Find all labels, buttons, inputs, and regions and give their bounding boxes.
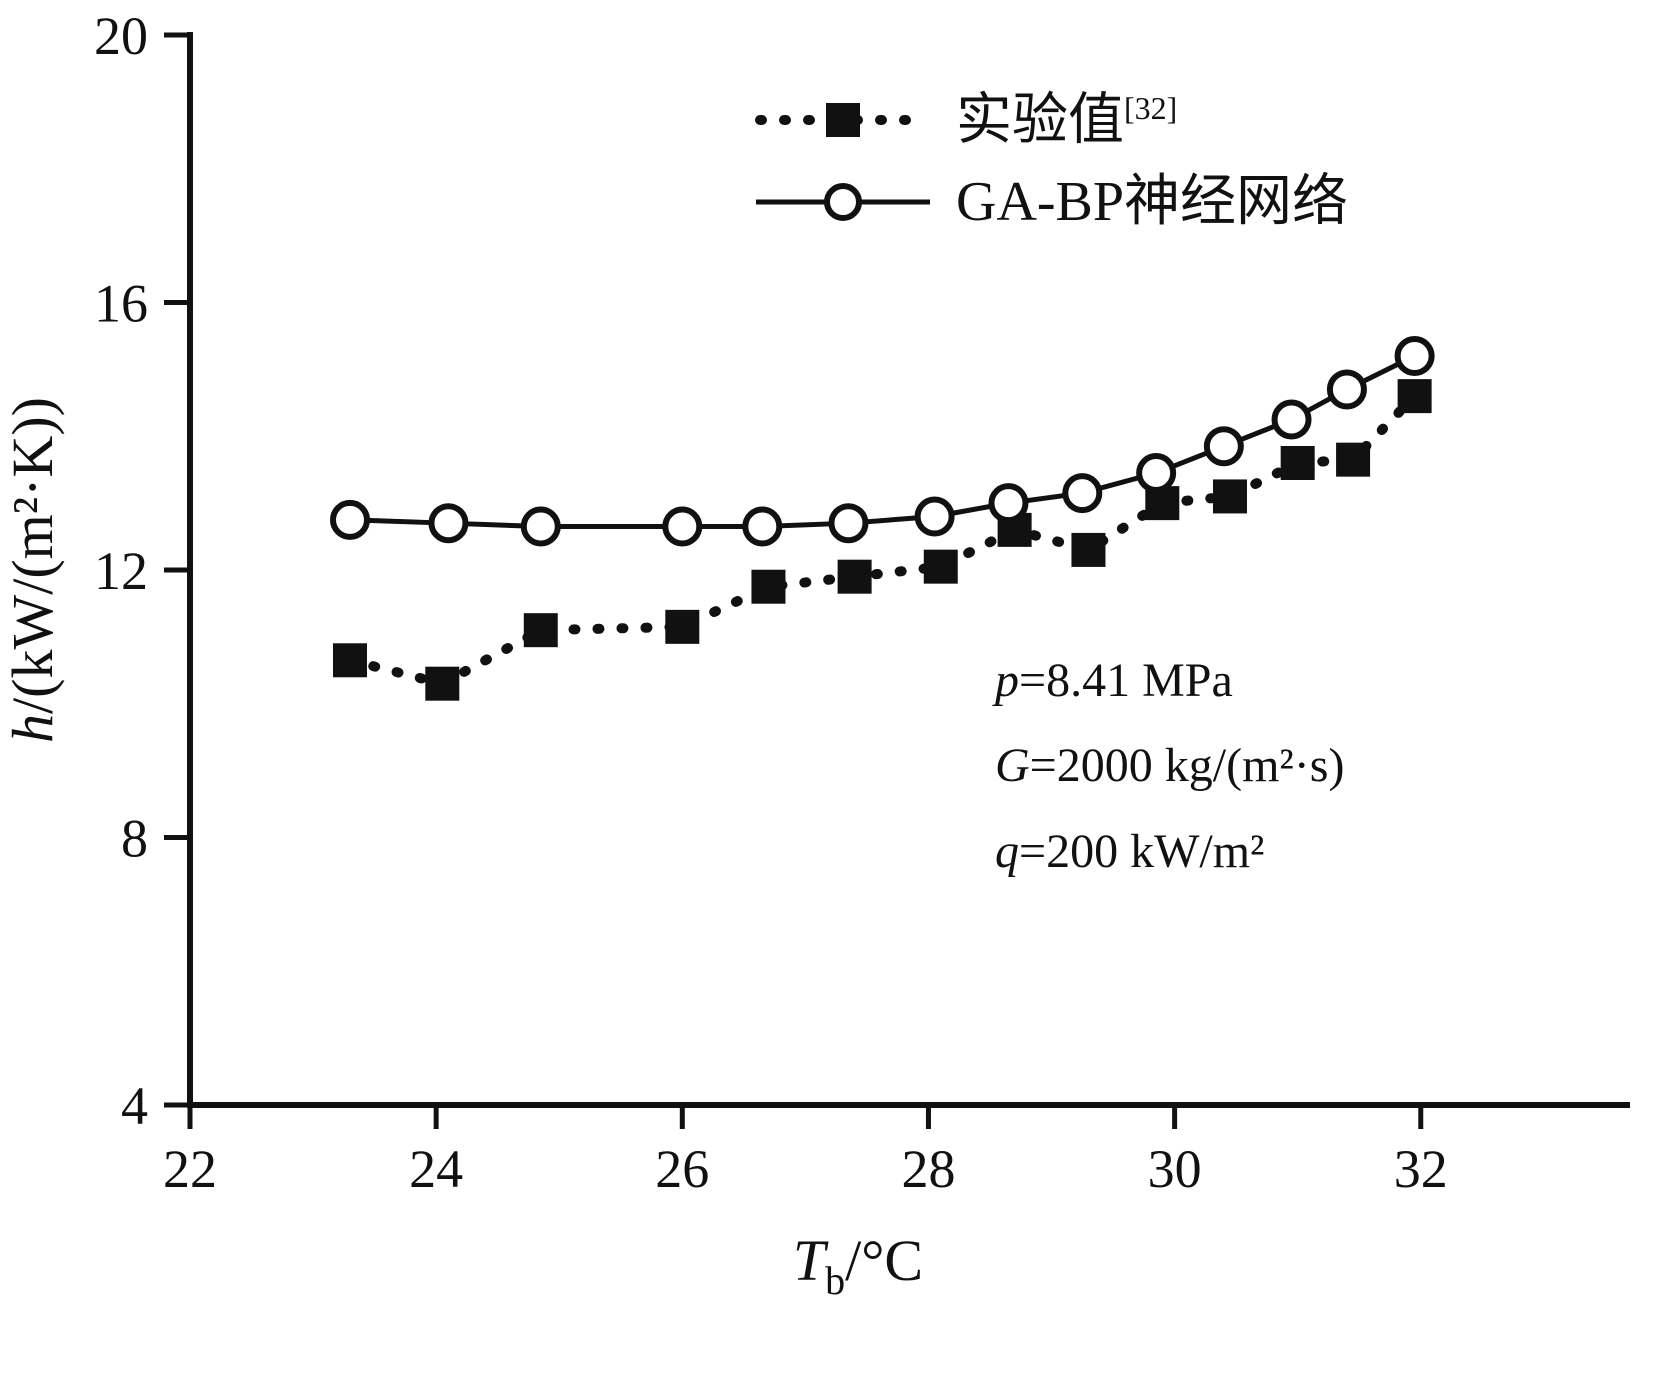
data-point-square [425,666,460,701]
data-point-circle [662,506,703,547]
data-point-circle [828,503,869,544]
data-point-circle [428,503,469,544]
data-point-square [1336,442,1371,477]
data-point-circle [1136,453,1177,494]
y-tick-label: 4 [121,1076,148,1136]
data-point-circle [1271,399,1312,440]
annotation-heat-flux-value: =200 kW/m² [1019,824,1265,878]
data-point-circle [914,496,955,537]
y-axis-title: h/(kW/(m²·K)) [0,397,65,743]
legend-label-experimental-citation: [32] [1124,89,1178,126]
legend-label-experimental: 实验值[32] [956,92,1177,149]
x-tick-label: 26 [655,1139,709,1199]
data-point-square [523,613,558,648]
data-series [330,336,1435,701]
data-point-square [1397,379,1432,414]
legend-item-gabp: GA-BP神经网络 [752,168,1348,236]
data-point-square [665,609,700,644]
annotation-heat-flux-symbol: q [995,824,1019,878]
data-point-circle [742,506,783,547]
axes: 22 24 26 28 30 32 4 8 12 16 20 [94,6,1630,1199]
x-axis-title-subscript: b [825,1258,845,1303]
annotation-mass-flux: G=2000 kg/(m²·s) [995,723,1344,808]
y-tick-label: 16 [94,274,148,334]
data-point-square [837,559,872,594]
x-tick-label: 22 [163,1139,217,1199]
data-point-circle [1062,473,1103,514]
y-axis-title-units: /(kW/(m²·K)) [0,397,65,714]
x-tick-label: 24 [409,1139,463,1199]
x-tick-label: 32 [1394,1139,1448,1199]
data-point-circle [1203,426,1244,467]
data-point-circle [1326,369,1367,410]
data-point-square [1213,479,1247,514]
data-point-square [1280,446,1315,480]
x-axis-title: Tb/°C [793,1228,923,1303]
legend-label-gabp: GA-BP神经网络 [956,171,1349,233]
data-point-square [923,549,958,584]
x-tick-label: 30 [1148,1139,1202,1199]
x-axis-title-variable: T [793,1228,829,1293]
y-tick-label: 20 [94,6,148,66]
data-point-circle [1394,336,1435,376]
legend-filled-square-icon [826,103,860,137]
y-axis-title-variable: h [0,714,65,743]
data-point-square [751,569,786,604]
annotation-heat-flux: q=200 kW/m² [995,809,1344,894]
x-tick-label: 28 [901,1139,955,1199]
parameter-annotations: p=8.41 MPa G=2000 kg/(m²·s) q=200 kW/m² [995,638,1344,894]
data-point-square [333,643,367,678]
legend-item-experimental: 实验值[32] [752,86,1348,154]
data-point-circle [988,483,1029,524]
annotation-pressure: p=8.41 MPa [995,638,1344,723]
annotation-mass-flux-value: =2000 kg/(m²·s) [1029,739,1345,793]
legend: 实验值[32] GA-BP神经网络 [752,86,1348,236]
data-point-square [1071,532,1106,567]
legend-open-circle-icon [824,183,862,221]
y-tick-label: 8 [121,809,148,869]
data-point-circle [330,499,370,540]
annotation-pressure-value: =8.41 MPa [1019,654,1233,707]
annotation-mass-flux-symbol: G [995,739,1030,793]
annotation-pressure-symbol: p [995,654,1019,707]
x-axis-title-units: /°C [845,1228,923,1293]
series-line-gabp [349,353,1416,530]
y-tick-label: 12 [94,541,148,601]
legend-label-experimental-text: 实验值 [956,89,1124,152]
legend-sample-dotted-square [755,103,931,137]
data-point-circle [520,506,561,547]
legend-sample-solid-circle [756,183,930,221]
